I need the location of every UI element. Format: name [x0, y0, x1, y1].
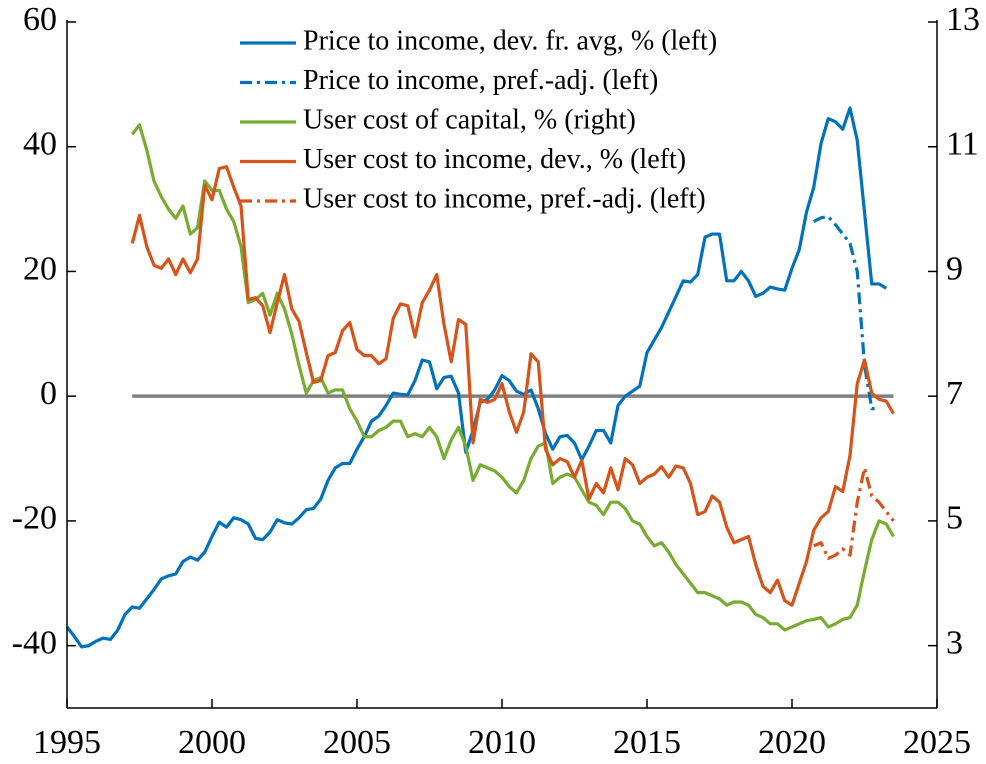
y2-tick-label: 3: [946, 624, 963, 661]
series-line: [813, 466, 895, 560]
y-tick-label: 0: [40, 375, 57, 412]
legend-label: User cost of capital, % (right): [303, 104, 636, 135]
y2-tick-label: 13: [946, 1, 980, 38]
legend-label: Price to income, dev. fr. avg, % (left): [303, 25, 717, 56]
x-tick-label: 1995: [33, 724, 101, 761]
y-tick-label: -40: [12, 624, 57, 661]
y-tick-label: 20: [23, 250, 57, 287]
y2-tick-label: 7: [946, 375, 963, 412]
y2-tick-label: 5: [946, 500, 963, 537]
y-tick-label: 60: [23, 1, 57, 38]
x-tick-label: 2025: [903, 724, 971, 761]
x-tick-label: 2010: [468, 724, 536, 761]
x-tick-label: 2005: [323, 724, 391, 761]
legend-label: Price to income, pref.-adj. (left): [303, 65, 658, 96]
y-tick-label: -20: [12, 500, 57, 537]
legend-label: User cost to income, pref.-adj. (left): [303, 183, 706, 214]
series-line: [813, 214, 879, 411]
series-line: [130, 165, 895, 607]
x-tick-label: 2000: [178, 724, 246, 761]
legend-label: User cost to income, dev., % (left): [303, 144, 686, 175]
y-tick-label: 40: [23, 126, 57, 163]
series-line: [130, 123, 895, 632]
x-tick-label: 2015: [613, 724, 681, 761]
y2-tick-label: 9: [946, 250, 963, 287]
y2-tick-label: 11: [946, 126, 979, 163]
x-tick-label: 2020: [758, 724, 826, 761]
